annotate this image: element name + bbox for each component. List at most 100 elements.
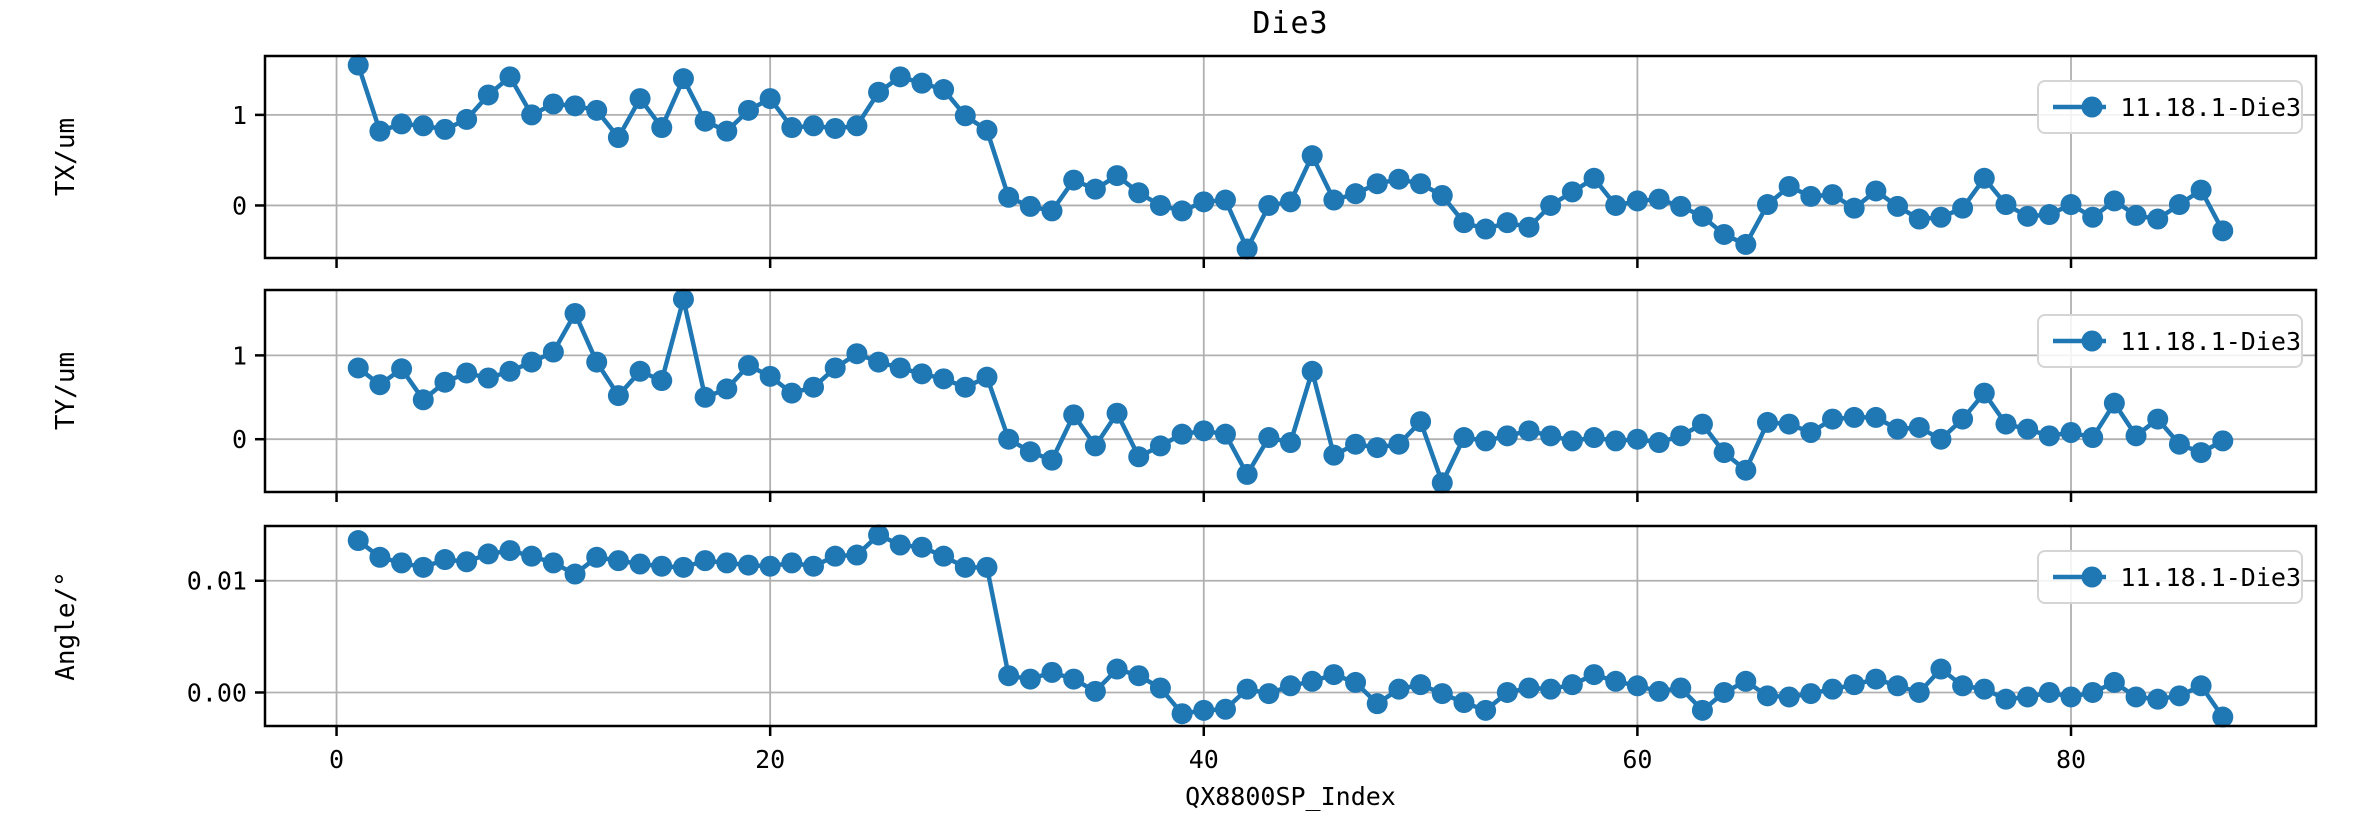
subplot-angle: 0.00 0.01 0 20 40 60 80 bbox=[187, 524, 2318, 774]
data-point bbox=[369, 546, 391, 568]
data-point bbox=[1171, 423, 1193, 445]
data-point bbox=[477, 367, 499, 389]
data-point bbox=[586, 99, 608, 121]
data-point bbox=[1518, 677, 1540, 699]
data-point bbox=[1063, 404, 1085, 426]
data-point bbox=[651, 117, 673, 139]
data-point bbox=[1626, 190, 1648, 212]
data-point bbox=[2038, 681, 2060, 703]
data-point bbox=[1605, 194, 1627, 216]
x-tick-label: 0 bbox=[329, 745, 344, 774]
data-point bbox=[412, 556, 434, 578]
data-point bbox=[1388, 433, 1410, 455]
data-point bbox=[1670, 677, 1692, 699]
data-point bbox=[2103, 392, 2125, 414]
data-point bbox=[1388, 168, 1410, 190]
data-point bbox=[1323, 189, 1345, 211]
legend-box-angle: 11.18.1-Die3 bbox=[2037, 550, 2303, 604]
data-point bbox=[1800, 683, 1822, 705]
data-point bbox=[2212, 430, 2234, 452]
data-point bbox=[1280, 432, 1301, 454]
data-point bbox=[1843, 406, 1865, 428]
data-point bbox=[1561, 430, 1583, 452]
data-point bbox=[412, 115, 434, 137]
data-point bbox=[1756, 685, 1778, 707]
y-tick-label: 0.01 bbox=[187, 567, 247, 596]
data-point bbox=[1410, 411, 1432, 433]
legend-box-tx: 11.18.1-Die3 bbox=[2037, 80, 2303, 134]
data-point bbox=[412, 389, 434, 411]
data-point bbox=[1193, 191, 1215, 213]
data-point bbox=[1388, 678, 1410, 700]
data-point bbox=[629, 88, 651, 110]
data-point bbox=[846, 544, 868, 566]
data-point bbox=[1019, 441, 1041, 463]
data-point bbox=[2190, 442, 2212, 464]
data-point bbox=[976, 556, 998, 578]
data-point bbox=[781, 382, 803, 404]
data-point bbox=[1063, 668, 1085, 690]
data-point bbox=[1453, 427, 1475, 449]
data-point bbox=[1952, 197, 1974, 219]
data-point bbox=[1691, 699, 1713, 721]
data-point bbox=[1063, 169, 1085, 191]
data-point bbox=[976, 366, 998, 388]
data-point bbox=[1019, 195, 1041, 217]
data-point bbox=[824, 117, 846, 139]
data-point bbox=[2168, 194, 2190, 216]
data-point bbox=[672, 556, 694, 578]
data-point bbox=[1431, 184, 1453, 206]
axes-spines bbox=[263, 288, 2318, 494]
subplot-ty: 01 bbox=[232, 288, 2318, 502]
data-point bbox=[629, 553, 651, 575]
data-point bbox=[1735, 233, 1757, 255]
data-point bbox=[607, 127, 629, 149]
data-point bbox=[1410, 173, 1432, 195]
data-point bbox=[1475, 699, 1497, 721]
data-points bbox=[347, 288, 2234, 494]
data-point bbox=[1865, 180, 1887, 202]
data-point bbox=[1106, 402, 1128, 424]
data-point bbox=[1865, 668, 1887, 690]
data-point bbox=[1648, 680, 1670, 702]
data-point bbox=[1236, 238, 1258, 260]
data-point bbox=[456, 551, 478, 573]
data-point bbox=[781, 552, 803, 574]
data-point bbox=[2060, 686, 2082, 708]
data-point bbox=[629, 360, 651, 382]
data-point bbox=[911, 363, 933, 385]
data-point bbox=[347, 530, 369, 552]
data-point bbox=[1366, 173, 1388, 195]
axes-spines bbox=[263, 524, 2318, 728]
data-point bbox=[1735, 459, 1757, 481]
data-point bbox=[2147, 688, 2169, 710]
data-point bbox=[694, 386, 716, 408]
data-point bbox=[998, 428, 1020, 450]
data-point bbox=[1084, 435, 1106, 457]
data-point bbox=[1128, 446, 1150, 468]
data-point bbox=[2147, 208, 2169, 230]
data-point bbox=[1258, 194, 1280, 216]
data-point bbox=[868, 81, 890, 103]
data-point bbox=[1540, 678, 1562, 700]
data-point bbox=[564, 95, 586, 117]
data-point bbox=[1171, 200, 1193, 222]
data-point bbox=[2212, 220, 2234, 242]
data-point bbox=[1713, 223, 1735, 245]
data-point bbox=[1930, 206, 1952, 228]
data-point bbox=[434, 549, 456, 571]
data-point bbox=[1691, 205, 1713, 227]
data-point bbox=[846, 115, 868, 137]
data-point bbox=[1973, 678, 1995, 700]
tick-marks bbox=[255, 113, 2073, 268]
data-point bbox=[1540, 425, 1562, 447]
data-point bbox=[868, 524, 890, 546]
data-point bbox=[1995, 688, 2017, 710]
data-point bbox=[998, 665, 1020, 687]
data-point bbox=[1193, 420, 1215, 442]
x-tick-label: 80 bbox=[2056, 745, 2086, 774]
data-point bbox=[2038, 425, 2060, 447]
data-point bbox=[1453, 692, 1475, 714]
data-point bbox=[499, 360, 521, 382]
